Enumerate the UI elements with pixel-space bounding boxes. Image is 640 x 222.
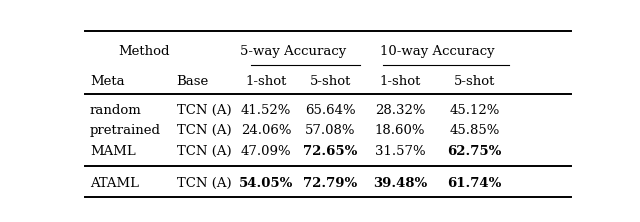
Text: TCN (A): TCN (A)	[177, 104, 231, 117]
Text: 1-shot: 1-shot	[245, 75, 287, 88]
Text: TCN (A): TCN (A)	[177, 124, 231, 137]
Text: 39.48%: 39.48%	[372, 177, 427, 190]
Text: Meta: Meta	[90, 75, 125, 88]
Text: 45.85%: 45.85%	[449, 124, 499, 137]
Text: 41.52%: 41.52%	[241, 104, 291, 117]
Text: 5-way Accuracy: 5-way Accuracy	[240, 45, 346, 58]
Text: 65.64%: 65.64%	[305, 104, 356, 117]
Text: 62.75%: 62.75%	[447, 145, 502, 158]
Text: 5-shot: 5-shot	[310, 75, 351, 88]
Text: MAML: MAML	[90, 145, 136, 158]
Text: Method: Method	[119, 45, 170, 58]
Text: pretrained: pretrained	[90, 124, 161, 137]
Text: 45.12%: 45.12%	[449, 104, 499, 117]
Text: 10-way Accuracy: 10-way Accuracy	[380, 45, 495, 58]
Text: 24.06%: 24.06%	[241, 124, 291, 137]
Text: 18.60%: 18.60%	[374, 124, 425, 137]
Text: 57.08%: 57.08%	[305, 124, 356, 137]
Text: ATAML: ATAML	[90, 177, 139, 190]
Text: TCN (A): TCN (A)	[177, 145, 231, 158]
Text: 1-shot: 1-shot	[380, 75, 420, 88]
Text: 54.05%: 54.05%	[239, 177, 293, 190]
Text: TCN (A): TCN (A)	[177, 177, 231, 190]
Text: 61.74%: 61.74%	[447, 177, 502, 190]
Text: 5-shot: 5-shot	[454, 75, 495, 88]
Text: 28.32%: 28.32%	[374, 104, 425, 117]
Text: 72.65%: 72.65%	[303, 145, 358, 158]
Text: 47.09%: 47.09%	[241, 145, 291, 158]
Text: random: random	[90, 104, 141, 117]
Text: 31.57%: 31.57%	[374, 145, 425, 158]
Text: 72.79%: 72.79%	[303, 177, 358, 190]
Text: Base: Base	[177, 75, 209, 88]
